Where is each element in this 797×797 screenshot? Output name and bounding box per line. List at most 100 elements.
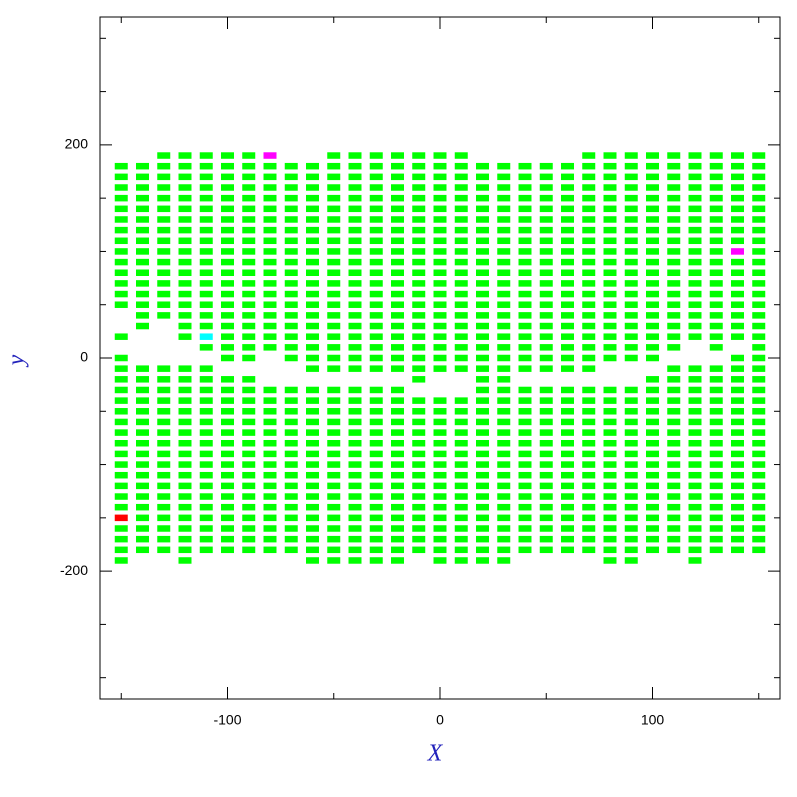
cell	[263, 429, 277, 436]
cell	[454, 152, 468, 159]
cell	[731, 280, 744, 287]
cell	[731, 440, 744, 447]
cell	[199, 301, 213, 308]
cell	[284, 344, 298, 351]
cell	[624, 248, 638, 255]
cell	[646, 354, 659, 362]
cell	[624, 152, 638, 159]
cell	[242, 194, 256, 202]
cell	[709, 440, 723, 447]
cell	[306, 535, 319, 543]
y-tick-label: -200	[60, 562, 88, 578]
cell	[327, 386, 341, 394]
cell	[667, 248, 681, 255]
cell	[327, 440, 341, 447]
cell	[114, 205, 128, 213]
cell	[242, 216, 256, 223]
cell	[412, 514, 426, 522]
cell	[199, 440, 213, 447]
cell	[603, 440, 617, 447]
cell	[433, 450, 447, 458]
cell	[518, 344, 532, 351]
cell	[709, 184, 723, 191]
cell	[306, 322, 319, 330]
cell	[603, 205, 617, 213]
cell	[327, 429, 341, 436]
cell	[412, 237, 426, 245]
cell	[646, 386, 659, 394]
cell	[114, 184, 128, 191]
cell	[709, 312, 723, 319]
cell	[348, 184, 362, 191]
cell	[731, 525, 744, 532]
cell	[412, 184, 426, 191]
cell	[731, 461, 744, 468]
cell	[476, 344, 489, 351]
cell	[433, 226, 447, 234]
cell	[497, 376, 511, 383]
cell	[624, 397, 638, 404]
cell	[369, 440, 383, 447]
cell	[539, 162, 553, 170]
cell	[284, 535, 298, 543]
cell	[709, 514, 723, 522]
cell	[646, 184, 659, 191]
cell	[582, 184, 596, 191]
cell	[348, 557, 362, 564]
cell	[709, 503, 723, 511]
cell	[476, 290, 489, 298]
cell	[369, 408, 383, 415]
cell	[369, 546, 383, 554]
cell	[327, 546, 341, 554]
cell	[306, 205, 319, 213]
cell	[199, 322, 213, 330]
cell	[731, 471, 744, 479]
cell	[221, 162, 234, 170]
cell	[391, 280, 404, 287]
cell	[688, 258, 702, 266]
cell	[603, 162, 617, 170]
cell	[284, 354, 298, 362]
cell	[561, 471, 574, 479]
cell	[518, 440, 532, 447]
cell	[433, 312, 447, 319]
cell	[433, 397, 447, 404]
cell	[412, 535, 426, 543]
cell	[391, 290, 404, 298]
cell	[263, 461, 277, 468]
cell	[369, 173, 383, 181]
cell	[221, 301, 234, 308]
cell	[306, 280, 319, 287]
cell	[369, 514, 383, 522]
cell	[391, 535, 404, 543]
cell	[412, 322, 426, 330]
cell	[306, 173, 319, 181]
cell	[327, 354, 341, 362]
cell	[178, 152, 192, 159]
cell	[497, 471, 511, 479]
cell	[157, 237, 171, 245]
cell	[263, 301, 277, 308]
cell	[114, 237, 128, 245]
cell	[709, 290, 723, 298]
cell	[476, 535, 489, 543]
cell	[539, 493, 553, 500]
cell	[624, 482, 638, 490]
cell	[624, 546, 638, 554]
cell	[709, 365, 723, 372]
cell	[242, 376, 256, 383]
cell	[582, 322, 596, 330]
cell	[667, 290, 681, 298]
cell	[221, 408, 234, 415]
cell	[561, 226, 574, 234]
cell	[731, 365, 744, 372]
cell	[242, 408, 256, 415]
cell	[221, 397, 234, 404]
cell	[263, 269, 277, 276]
cell	[136, 173, 149, 181]
cell	[497, 503, 511, 511]
cell	[348, 535, 362, 543]
cell	[178, 376, 192, 383]
cell	[178, 258, 192, 266]
cell	[454, 557, 468, 564]
